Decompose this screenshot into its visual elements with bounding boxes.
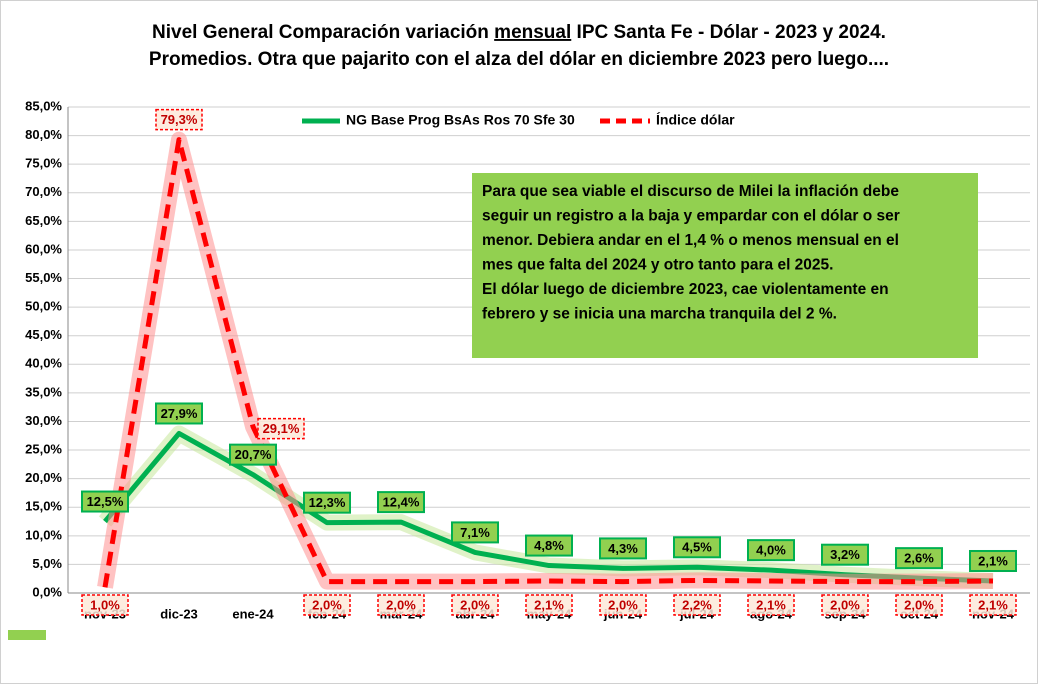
annotation-line: Para que sea viable el discurso de Milei… bbox=[482, 183, 899, 200]
data-label: 4,0% bbox=[756, 543, 786, 558]
data-label: 2,1% bbox=[534, 597, 564, 612]
annotation-box bbox=[472, 173, 978, 358]
annotation-line: El dólar luego de diciembre 2023, cae vi… bbox=[482, 281, 889, 298]
y-tick-label: 80,0% bbox=[25, 127, 62, 142]
data-label: 2,1% bbox=[978, 553, 1008, 568]
data-label: 20,7% bbox=[235, 447, 272, 462]
data-label: 12,4% bbox=[383, 495, 420, 510]
title-part: mensual bbox=[494, 22, 571, 43]
x-tick-label: dic-23 bbox=[160, 606, 198, 621]
legend-swatch bbox=[8, 630, 46, 640]
label-box bbox=[303, 594, 351, 616]
data-label: 1,0% bbox=[90, 597, 120, 612]
label-box bbox=[895, 547, 943, 570]
label-box bbox=[599, 537, 647, 560]
data-label: 2,0% bbox=[386, 597, 416, 612]
data-label: 4,3% bbox=[608, 541, 638, 556]
label-box bbox=[525, 594, 573, 616]
data-label: 2,0% bbox=[460, 597, 490, 612]
label-box bbox=[969, 549, 1017, 572]
data-label: 12,3% bbox=[309, 495, 346, 510]
x-tick-label: ene-24 bbox=[232, 606, 274, 621]
data-label: 2,6% bbox=[904, 551, 934, 566]
label-box bbox=[821, 594, 869, 616]
data-label: 2,0% bbox=[312, 597, 342, 612]
y-tick-label: 50,0% bbox=[25, 299, 62, 314]
data-label: 4,8% bbox=[534, 538, 564, 553]
data-label: 27,9% bbox=[161, 406, 198, 421]
y-tick-label: 40,0% bbox=[25, 356, 62, 371]
plot: 12,5% 27,9% 20,7% 12,3% 12,4% 7,1% 4,8% 4,3% 4,5… bbox=[81, 108, 1017, 616]
label-box bbox=[257, 417, 305, 440]
data-label: 7,1% bbox=[460, 525, 490, 540]
title-part: Nivel General Comparación variación bbox=[152, 22, 494, 43]
label-box bbox=[747, 594, 795, 616]
label-box bbox=[81, 594, 129, 616]
label-box bbox=[155, 108, 203, 131]
label-box bbox=[155, 402, 203, 425]
label-box bbox=[599, 594, 647, 616]
label-box bbox=[525, 534, 573, 557]
y-tick-label: 55,0% bbox=[25, 270, 62, 285]
annotation-line: febrero y se inicia una marcha tranquila… bbox=[482, 306, 837, 323]
data-label: 2,0% bbox=[904, 597, 934, 612]
y-tick-label: 35,0% bbox=[25, 384, 62, 399]
chart-title: Nivel General Comparación variación mens… bbox=[152, 22, 886, 43]
label-box bbox=[229, 443, 277, 466]
data-label: 79,3% bbox=[161, 112, 198, 127]
y-tick-label: 20,0% bbox=[25, 470, 62, 485]
line bbox=[102, 137, 994, 588]
label-box bbox=[303, 491, 351, 514]
data-label: 4,5% bbox=[682, 540, 712, 555]
data-label: 2,1% bbox=[756, 597, 786, 612]
label-box bbox=[81, 490, 129, 513]
y-tick-label: 45,0% bbox=[25, 327, 62, 342]
legend-label: Índice dólar bbox=[656, 112, 735, 128]
y-tick-label: 85,0% bbox=[25, 98, 62, 113]
y-tick-label: 70,0% bbox=[25, 184, 62, 199]
annotation-line: mes que falta del 2024 y otro tanto para… bbox=[482, 257, 833, 274]
y-tick-label: 15,0% bbox=[25, 499, 62, 514]
data-label: 2,1% bbox=[978, 597, 1008, 612]
label-box bbox=[377, 594, 425, 616]
label-box bbox=[673, 536, 721, 559]
y-tick-label: 30,0% bbox=[25, 413, 62, 428]
y-tick-label: 10,0% bbox=[25, 527, 62, 542]
y-tick-label: 60,0% bbox=[25, 241, 62, 256]
label-box bbox=[747, 539, 795, 562]
y-tick-label: 65,0% bbox=[25, 213, 62, 228]
y-tick-label: 25,0% bbox=[25, 441, 62, 456]
label-box bbox=[673, 594, 721, 616]
label-box bbox=[451, 521, 499, 544]
data-label: 2,0% bbox=[608, 597, 638, 612]
data-label: 2,0% bbox=[830, 597, 860, 612]
label-box bbox=[895, 594, 943, 616]
annotation-line: seguir un registro a la baja y empardar … bbox=[482, 208, 900, 225]
data-label: 12,5% bbox=[87, 494, 124, 509]
y-tick-label: 0,0% bbox=[32, 584, 62, 599]
data-label: 29,1% bbox=[263, 421, 300, 436]
data-label: 2,2% bbox=[682, 597, 712, 612]
label-box bbox=[821, 543, 869, 566]
data-label: 3,2% bbox=[830, 547, 860, 562]
chart-subtitle: Promedios. Otra que pajarito con el alza… bbox=[149, 49, 889, 70]
annotation-line: menor. Debiera andar en el 1,4 % o menos… bbox=[482, 232, 899, 249]
label-box bbox=[377, 491, 425, 514]
title-part: IPC Santa Fe - Dólar - 2023 y 2024. bbox=[571, 22, 886, 43]
y-tick-label: 5,0% bbox=[32, 556, 62, 571]
label-box bbox=[969, 594, 1017, 616]
legend-label: NG Base Prog BsAs Ros 70 Sfe 30 bbox=[346, 112, 575, 128]
label-box bbox=[451, 594, 499, 616]
y-tick-label: 75,0% bbox=[25, 156, 62, 171]
